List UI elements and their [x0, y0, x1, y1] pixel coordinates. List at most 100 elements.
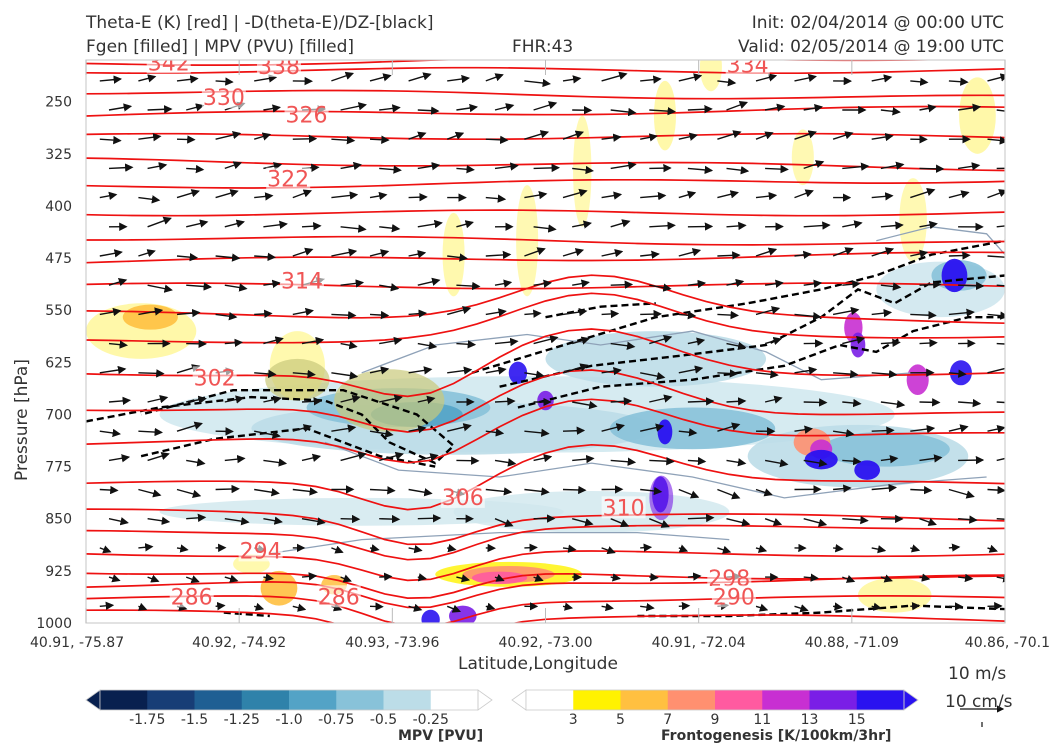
- wind-vector: [340, 279, 365, 288]
- wind-vector: [871, 426, 895, 435]
- y-tick-label: 400: [45, 199, 72, 215]
- fgen-colorbar-segment: [809, 690, 858, 710]
- wind-vector: [215, 253, 241, 262]
- y-tick-label: 775: [45, 460, 72, 476]
- mpv-colorbar-label: MPV [PVU]: [398, 728, 484, 744]
- mpv-colorbar-tick: -0.25: [413, 712, 449, 728]
- contour-label: 306: [442, 486, 484, 511]
- wind-vector: [640, 309, 662, 319]
- wind-vector: [138, 543, 154, 552]
- wind-vector: [369, 486, 396, 495]
- wind-vector: [871, 369, 898, 379]
- wind-vector: [369, 544, 380, 553]
- mpv-colorbar-tick: -0.5: [370, 712, 397, 728]
- mpv-colorbar-segment: [100, 690, 148, 710]
- wind-vector: [147, 105, 173, 114]
- wind-vector: [147, 162, 168, 171]
- wind-vector: [524, 370, 545, 379]
- wind-vector: [562, 426, 586, 435]
- wind-vector: [764, 395, 783, 404]
- wind-vector: [417, 219, 443, 229]
- fgen-colorbar-extend-right: [903, 689, 919, 711]
- wind-vector: [687, 337, 706, 346]
- fgen-colorbar-tick: 7: [663, 712, 672, 728]
- wind-vector: [147, 216, 172, 228]
- filled-contour: [265, 358, 330, 401]
- wind-vector: [601, 366, 622, 376]
- wind-vector: [880, 338, 901, 348]
- wind-vector: [572, 279, 590, 288]
- wind-vector: [253, 602, 265, 611]
- contour-label-bg: [192, 366, 237, 389]
- wind-vector: [447, 74, 470, 84]
- y-tick-label: 550: [45, 303, 72, 319]
- x-tick-label: 40.91, -75.87: [30, 635, 124, 651]
- wind-vector: [494, 279, 513, 288]
- wind-vector: [649, 283, 672, 292]
- wind-vector: [417, 162, 441, 171]
- wind-vector: [533, 454, 553, 463]
- wind-vector: [687, 105, 713, 114]
- wind-vector: [215, 484, 240, 494]
- wind-vector: [485, 250, 512, 260]
- wind-vector: [803, 279, 823, 289]
- wind-vector: [263, 395, 282, 404]
- wind-vector: [755, 603, 769, 612]
- wind-vector: [176, 544, 189, 553]
- wind-vector: [910, 544, 921, 553]
- wind-vector: [957, 162, 981, 171]
- wind-vector: [99, 365, 127, 375]
- wind-vector: [186, 513, 207, 523]
- wind-vector: [678, 365, 704, 374]
- wind-vector: [301, 336, 325, 346]
- mpv-colorbar-segment: [241, 690, 290, 710]
- wind-vector: [524, 190, 548, 200]
- wind-vector: [485, 366, 507, 375]
- wind-vector: [108, 454, 131, 463]
- wind-vector: [533, 335, 559, 345]
- wind-vector: [871, 192, 894, 201]
- wind-vector: [369, 249, 390, 258]
- mpv-contour: [876, 226, 1005, 256]
- wind-vector: [263, 104, 281, 113]
- wind-vector: [263, 573, 274, 582]
- y-tick-label: 250: [45, 95, 72, 111]
- wind-vector: [880, 400, 906, 409]
- fgen-colorbar-tick: 5: [616, 712, 625, 728]
- contour-label: 326: [286, 104, 328, 129]
- contour-label: 342: [148, 51, 190, 76]
- filled-contour: [471, 571, 528, 585]
- wind-vector: [919, 338, 938, 348]
- wind-vector: [601, 133, 622, 142]
- contour-label-bg: [266, 167, 311, 190]
- filled-contour: [508, 361, 528, 384]
- wind-vector: [108, 396, 131, 406]
- contour-label: 286: [318, 585, 360, 610]
- filled-contour: [573, 115, 592, 227]
- wind-vector: [254, 309, 273, 319]
- wind-vector: [494, 458, 517, 467]
- wind-vector: [996, 457, 1005, 462]
- wind-vector: [186, 219, 209, 228]
- contour-label-bg: [238, 539, 283, 562]
- wind-vector: [958, 515, 978, 524]
- wind-vector: [996, 342, 1005, 345]
- wind-vector: [147, 574, 160, 583]
- wind-vector: [919, 454, 943, 463]
- wind-vector: [340, 574, 352, 583]
- wind-vector: [379, 394, 403, 403]
- wind-vector: [871, 74, 893, 83]
- wind-vector: [379, 223, 401, 233]
- wind-vector: [794, 425, 813, 434]
- wind-vector: [369, 191, 388, 201]
- contour-label: 286: [171, 585, 213, 610]
- wind-vector: [640, 75, 662, 84]
- mpv-contour: [269, 531, 730, 555]
- wind-vector: [987, 73, 1005, 82]
- wind-vector: [717, 422, 741, 432]
- plot-area: [86, 60, 1005, 623]
- wind-vector: [99, 545, 112, 554]
- wind-vector: [331, 371, 359, 380]
- filled-contour: [791, 129, 814, 186]
